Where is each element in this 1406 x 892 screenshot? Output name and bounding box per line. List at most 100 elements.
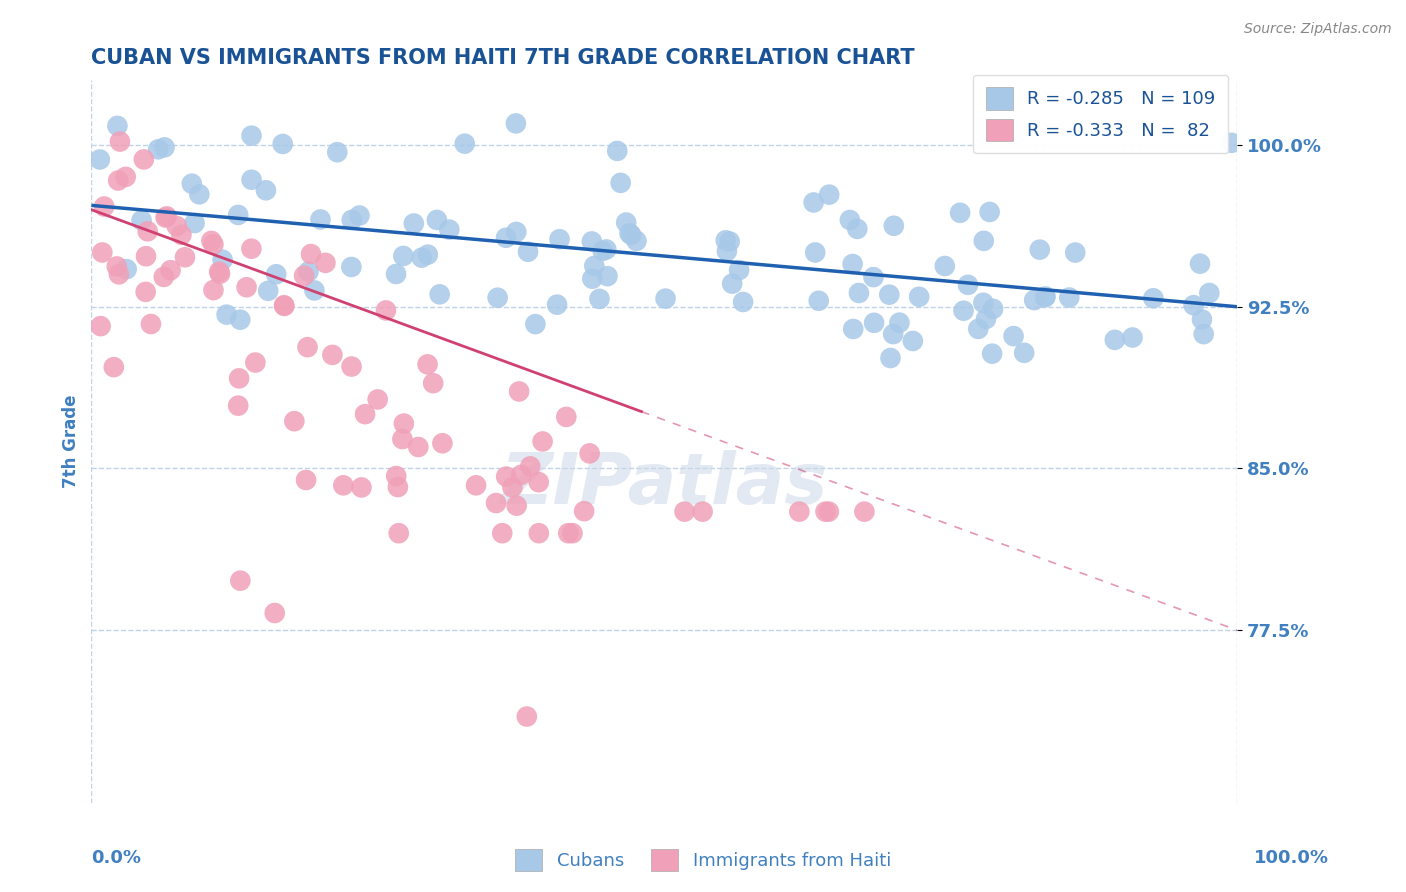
- Point: [188, 187, 211, 202]
- Point: [491, 526, 513, 541]
- Point: [841, 257, 863, 271]
- Point: [505, 225, 527, 239]
- Point: [131, 213, 153, 227]
- Point: [1002, 329, 1025, 343]
- Point: [132, 153, 155, 167]
- Point: [183, 216, 205, 230]
- Point: [1104, 333, 1126, 347]
- Point: [505, 116, 527, 130]
- Point: [527, 475, 550, 490]
- Point: [495, 231, 517, 245]
- Point: [240, 173, 263, 187]
- Point: [789, 505, 811, 519]
- Point: [166, 219, 188, 233]
- Point: [519, 459, 541, 474]
- Point: [208, 265, 231, 279]
- Point: [879, 287, 901, 301]
- Point: [332, 478, 354, 492]
- Point: [901, 334, 924, 348]
- Point: [350, 480, 373, 494]
- Point: [934, 259, 956, 273]
- Point: [202, 283, 225, 297]
- Point: [174, 250, 197, 264]
- Point: [200, 234, 222, 248]
- Point: [273, 298, 295, 312]
- Point: [465, 478, 488, 492]
- Point: [614, 215, 637, 229]
- Point: [592, 244, 614, 258]
- Point: [108, 135, 131, 149]
- Point: [153, 140, 176, 154]
- Legend: R = -0.285   N = 109, R = -0.333   N =  82: R = -0.285 N = 109, R = -0.333 N = 82: [973, 75, 1229, 153]
- Point: [516, 709, 538, 723]
- Point: [818, 187, 841, 202]
- Point: [93, 200, 115, 214]
- Point: [1059, 291, 1081, 305]
- Point: [524, 317, 547, 331]
- Point: [495, 469, 517, 483]
- Point: [229, 312, 252, 326]
- Text: CUBAN VS IMMIGRANTS FROM HAITI 7TH GRADE CORRELATION CHART: CUBAN VS IMMIGRANTS FROM HAITI 7TH GRADE…: [91, 47, 915, 68]
- Point: [136, 224, 159, 238]
- Point: [981, 346, 1004, 360]
- Point: [202, 237, 225, 252]
- Point: [561, 526, 583, 541]
- Point: [673, 505, 696, 519]
- Point: [89, 153, 111, 167]
- Point: [240, 128, 263, 143]
- Point: [973, 234, 995, 248]
- Point: [1012, 346, 1035, 360]
- Point: [156, 210, 179, 224]
- Point: [718, 235, 741, 249]
- Point: [429, 287, 451, 301]
- Point: [501, 480, 523, 494]
- Point: [240, 242, 263, 256]
- Point: [981, 301, 1004, 316]
- Point: [842, 322, 865, 336]
- Point: [555, 409, 578, 424]
- Point: [226, 208, 249, 222]
- Point: [385, 267, 408, 281]
- Point: [1035, 289, 1057, 303]
- Point: [263, 606, 285, 620]
- Point: [321, 348, 343, 362]
- Point: [949, 206, 972, 220]
- Point: [114, 169, 136, 184]
- Point: [155, 211, 177, 225]
- Point: [956, 277, 979, 292]
- Point: [402, 217, 425, 231]
- Text: 0.0%: 0.0%: [91, 849, 142, 867]
- Point: [392, 249, 415, 263]
- Point: [853, 505, 876, 519]
- Point: [152, 269, 174, 284]
- Point: [588, 292, 610, 306]
- Point: [115, 262, 138, 277]
- Point: [728, 263, 751, 277]
- Point: [170, 227, 193, 242]
- Legend: Cubans, Immigrants from Haiti: Cubans, Immigrants from Haiti: [508, 842, 898, 879]
- Point: [295, 473, 318, 487]
- Point: [581, 235, 603, 249]
- Point: [392, 417, 415, 431]
- Y-axis label: 7th Grade: 7th Grade: [62, 395, 80, 488]
- Point: [416, 357, 439, 371]
- Point: [1182, 298, 1205, 312]
- Point: [581, 271, 603, 285]
- Point: [299, 247, 322, 261]
- Point: [148, 142, 170, 156]
- Point: [1220, 136, 1243, 150]
- Point: [292, 268, 315, 283]
- Point: [245, 355, 267, 369]
- Point: [208, 267, 231, 281]
- Point: [135, 285, 157, 299]
- Point: [139, 317, 162, 331]
- Point: [254, 183, 277, 197]
- Point: [578, 446, 600, 460]
- Text: ZIPatlas: ZIPatlas: [501, 450, 828, 519]
- Point: [883, 219, 905, 233]
- Point: [1064, 245, 1087, 260]
- Point: [273, 299, 295, 313]
- Point: [271, 136, 294, 151]
- Point: [716, 244, 738, 259]
- Point: [609, 176, 631, 190]
